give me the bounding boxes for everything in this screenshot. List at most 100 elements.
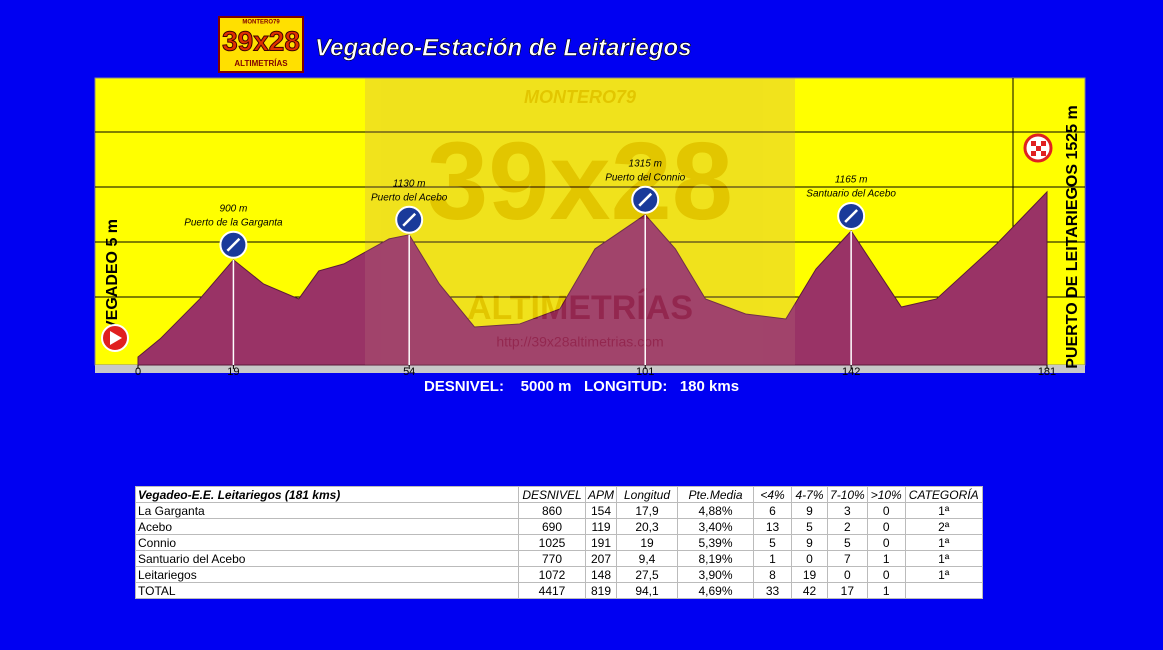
table-cell: 1ª xyxy=(904,534,983,551)
table-cell: 1ª xyxy=(904,550,983,567)
table-cell: 4417 xyxy=(518,582,586,599)
table-cell: 154 xyxy=(584,502,618,519)
table-cell: 2 xyxy=(827,518,868,535)
table-cell: Pte.Media xyxy=(677,486,755,503)
table-cell: 9,4 xyxy=(616,550,679,567)
table-cell: 6 xyxy=(753,502,793,519)
start-label: VEGADEO 5 m xyxy=(104,219,121,331)
table-cell: <4% xyxy=(753,486,793,503)
table-cell: 1 xyxy=(866,550,906,567)
peak-name: Santuario del Acebo xyxy=(806,189,896,200)
table-cell: 819 xyxy=(584,582,618,599)
table-cell: 0 xyxy=(866,502,906,519)
table-cell: Connio xyxy=(135,534,519,551)
table-cell: 3,90% xyxy=(677,566,755,583)
table-row: Santuario del Acebo 770 207 9,4 8,19% 1 0 7 1 1ª xyxy=(135,550,983,567)
table-cell: 5 xyxy=(827,534,868,551)
table-cell: Acebo xyxy=(135,518,519,535)
table-cell: 19 xyxy=(791,566,829,583)
table-row: Acebo 690 119 20,3 3,40% 13 5 2 0 2ª xyxy=(135,518,983,535)
table-cell: 860 xyxy=(518,502,586,519)
table-cell: 42 xyxy=(791,582,829,599)
climb-table: Vegadeo-E.E. Leitariegos (181 kms) DESNIV… xyxy=(135,486,983,599)
table-row: La Garganta 860 154 17,9 4,88% 6 9 3 0 1ª xyxy=(135,502,983,519)
table-cell: 9 xyxy=(791,502,829,519)
table-cell: Longitud xyxy=(616,486,679,503)
watermark-top: MONTERO79 xyxy=(524,87,636,107)
table-cell: 5,39% xyxy=(677,534,755,551)
peak-icon-arrow xyxy=(844,209,859,223)
table-cell: 33 xyxy=(753,582,793,599)
logo-bottom: ALTIMETRÍAS xyxy=(234,59,288,68)
table-cell: 13 xyxy=(753,518,793,535)
chart-title: Vegadeo-Estación de Leitariegos xyxy=(315,34,692,61)
peak-icon-arrow xyxy=(402,212,417,227)
table-cell: 0 xyxy=(866,534,906,551)
peak-name: Puerto de la Garganta xyxy=(184,217,283,228)
table-cell: 0 xyxy=(827,566,868,583)
table-cell: 1 xyxy=(866,582,906,599)
table-cell: 19 xyxy=(616,534,679,551)
table-cell: 7 xyxy=(827,550,868,567)
peak-altitude: 1130 m xyxy=(393,178,426,189)
table-cell: 94,1 xyxy=(616,582,679,599)
x-tick-label: 0 xyxy=(135,366,141,378)
table-cell: CATEGORÍA xyxy=(904,486,983,503)
table-cell: 0 xyxy=(866,518,906,535)
watermark-bottom: ALTIMETRÍAS xyxy=(467,289,693,327)
table-cell: 119 xyxy=(584,518,618,535)
watermark-main: 39x28 xyxy=(427,120,733,243)
table-cell: TOTAL xyxy=(135,582,519,599)
table-cell: 2ª xyxy=(904,518,983,535)
table-cell: 1072 xyxy=(518,566,586,583)
table-cell: 207 xyxy=(584,550,618,567)
x-tick-label: 142 xyxy=(842,366,860,378)
table-cell: DESNIVEL xyxy=(518,486,586,503)
logo-main: 39x28 xyxy=(222,25,300,56)
table-cell: 20,3 xyxy=(616,518,679,535)
table-cell: 0 xyxy=(866,566,906,583)
watermark-box xyxy=(365,78,795,365)
peak-icon-arrow xyxy=(638,192,653,207)
table-cell: 690 xyxy=(518,518,586,535)
table-cell: 4-7% xyxy=(791,486,829,503)
summary: DESNIVEL: 5000 m LONGITUD: 180 kms xyxy=(423,378,740,395)
table-cell: 1025 xyxy=(518,534,586,551)
table-cell: 5 xyxy=(753,534,793,551)
logo-top: MONTERO79 xyxy=(242,20,280,26)
table-cell: 3,40% xyxy=(677,518,755,535)
table-cell: 8 xyxy=(753,566,793,583)
x-tick-label: 101 xyxy=(636,366,654,378)
end-label: PUERTO DE LEITARIEGOS 1525 m xyxy=(1064,105,1081,368)
table-cell: 4,69% xyxy=(677,582,755,599)
logo-box xyxy=(218,16,304,73)
table-cell: 17,9 xyxy=(616,502,679,519)
table-cell: La Garganta xyxy=(135,502,519,519)
table-cell: 1ª xyxy=(904,502,983,519)
table-cell: Santuario del Acebo xyxy=(135,550,519,567)
table-cell: APM xyxy=(584,486,618,503)
table-cell: Vegadeo-E.E. Leitariegos (181 kms) xyxy=(135,486,519,503)
table-cell: 148 xyxy=(584,566,618,583)
table-cell: 7-10% xyxy=(827,486,868,503)
x-tick-label: 54 xyxy=(403,366,415,378)
peak-altitude: 1315 m xyxy=(629,158,662,169)
table-cell xyxy=(904,582,983,599)
table-cell: 9 xyxy=(791,534,829,551)
finish-checks xyxy=(1031,141,1046,156)
profile-area xyxy=(137,190,1048,366)
table-cell: 3 xyxy=(827,502,868,519)
peak-icon-arrow xyxy=(226,237,241,252)
table-row: Leitariegos 1072 148 27,5 3,90% 8 19 0 0 1ª xyxy=(135,566,983,583)
table-row: Vegadeo-E.E. Leitariegos (181 kms) DESNIV… xyxy=(135,486,983,503)
table-cell: 17 xyxy=(827,582,868,599)
table-row: TOTAL 4417 819 94,1 4,69% 33 42 17 1 xyxy=(135,582,983,599)
start-icon-arrow xyxy=(110,331,122,345)
table-cell: 4,88% xyxy=(677,502,755,519)
table-row: Connio 1025 191 19 5,39% 5 9 5 0 1ª xyxy=(135,534,983,551)
table-cell: 191 xyxy=(584,534,618,551)
peak-name: Puerto del Connio xyxy=(605,172,685,183)
table-cell: 1 xyxy=(753,550,793,567)
table-cell: 1ª xyxy=(904,566,983,583)
